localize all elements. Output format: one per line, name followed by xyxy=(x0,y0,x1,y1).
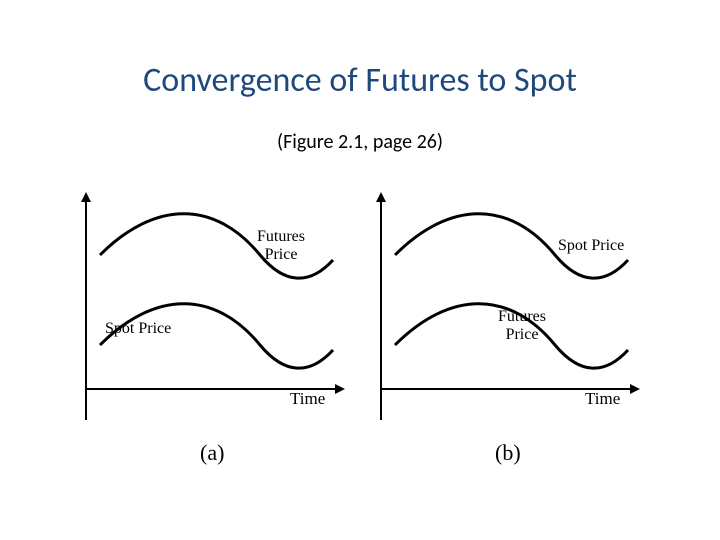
slide: Convergence of Futures to Spot (Figure 2… xyxy=(0,0,720,540)
slide-title: Convergence of Futures to Spot xyxy=(0,60,720,101)
panel-b: Spot Price FuturesPrice Time (b) xyxy=(380,190,640,420)
panel-b-upper-label: Spot Price xyxy=(558,237,624,255)
panel-b-lower-curve xyxy=(380,190,640,420)
panel-a-lower-curve xyxy=(85,190,345,420)
panel-a-upper-label: FuturesPrice xyxy=(257,228,305,263)
panel-b-xaxis-label: Time xyxy=(585,390,620,409)
panel-b-letter: (b) xyxy=(495,440,521,466)
panel-b-lower-label: FuturesPrice xyxy=(498,308,546,343)
panel-a-letter: (a) xyxy=(200,440,224,466)
panel-a-xaxis-label: Time xyxy=(290,390,325,409)
panel-a: FuturesPrice Spot Price Time (a) xyxy=(85,190,345,420)
slide-subtitle: (Figure 2.1, page 26) xyxy=(0,130,720,154)
panel-a-lower-label: Spot Price xyxy=(105,320,171,338)
